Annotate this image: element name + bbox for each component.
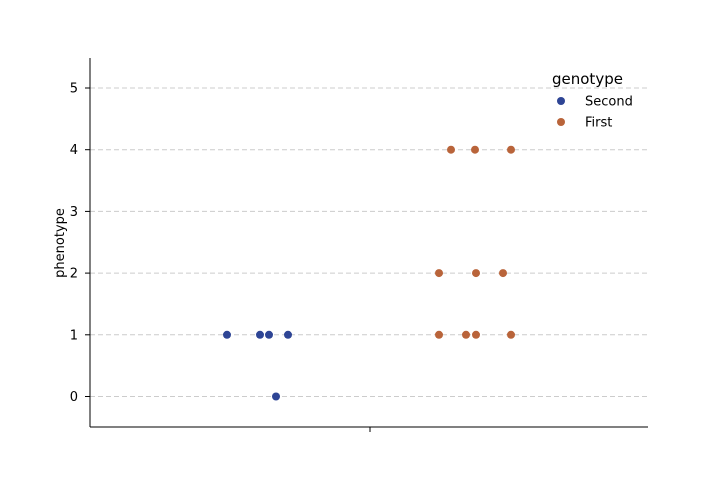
legend-items: Second First	[557, 95, 633, 131]
data-point-first	[447, 145, 455, 154]
legend-label-second: Second	[585, 95, 633, 110]
data-point-second	[265, 330, 273, 339]
legend-title: genotype	[552, 70, 623, 88]
y-tick-label: 4	[70, 143, 78, 158]
data-point-first	[507, 330, 515, 339]
y-tick-label: 2	[70, 267, 78, 282]
y-tick-label: 0	[70, 390, 78, 405]
legend-marker-second	[557, 97, 565, 105]
data-point-first	[435, 269, 443, 278]
grid-lines	[90, 87, 648, 397]
legend: genotype Second First	[552, 70, 633, 131]
y-axis-label: phenotype	[53, 208, 68, 278]
y-tick-label: 3	[70, 205, 78, 220]
data-point-first	[472, 330, 480, 339]
y-tick-label: 1	[70, 328, 78, 343]
data-point-second	[284, 330, 292, 339]
data-point-second	[256, 330, 264, 339]
data-point-first	[435, 330, 443, 339]
data-point-first	[462, 330, 470, 339]
y-tick-label: 5	[70, 82, 78, 97]
data-point-second	[272, 392, 280, 401]
data-point-second	[223, 330, 231, 339]
data-point-first	[507, 145, 515, 154]
y-ticks: 0 1 2 3 4 5	[70, 82, 90, 405]
data-point-first	[471, 145, 479, 154]
legend-marker-first	[557, 118, 565, 126]
legend-label-first: First	[585, 116, 612, 131]
data-point-first	[499, 269, 507, 278]
axes	[89, 58, 648, 432]
data-points	[223, 145, 515, 401]
data-point-first	[472, 269, 480, 278]
